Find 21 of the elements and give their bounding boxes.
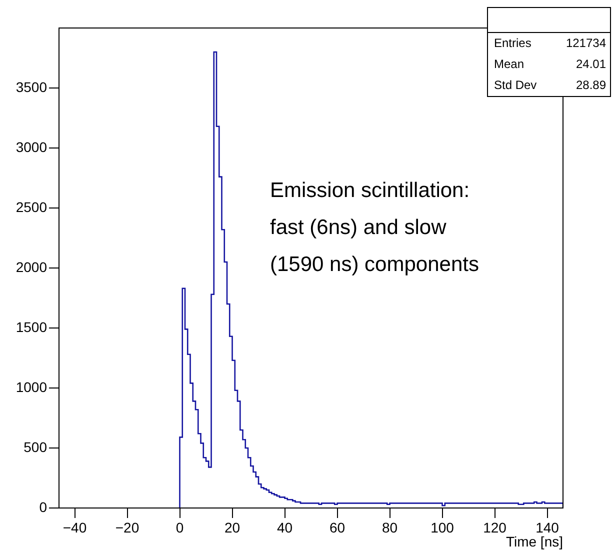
x-tick-label: 20 — [224, 519, 240, 536]
x-tick-label: 120 — [483, 519, 507, 536]
annotation: Emission scintillation: fast (6ns) and slow (1590 ns) components — [270, 172, 479, 283]
y-tick-label: 500 — [24, 438, 48, 455]
stats-box: Entries 121734 Mean 24.01 Std Dev 28.89 — [487, 7, 611, 97]
x-tick-label: 0 — [176, 519, 184, 536]
x-tick-label: 40 — [276, 519, 293, 536]
x-axis-title: Time [ns] — [506, 533, 563, 550]
y-tick-label: 2000 — [16, 258, 48, 275]
y-tick-label: 3000 — [16, 138, 48, 155]
x-tick-label: 60 — [329, 519, 346, 536]
x-tick-label: −20 — [115, 519, 140, 536]
y-tick-label: 1500 — [16, 318, 48, 335]
x-tick-label: 80 — [382, 519, 398, 536]
y-tick-label: 3500 — [16, 78, 48, 95]
x-tick-label: 100 — [430, 519, 454, 536]
y-tick-label: 2500 — [16, 198, 48, 215]
x-tick-label: 140 — [536, 519, 560, 536]
y-tick-label: 1000 — [16, 378, 48, 395]
x-tick-label: −40 — [62, 519, 87, 536]
y-tick-label: 0 — [39, 498, 48, 515]
